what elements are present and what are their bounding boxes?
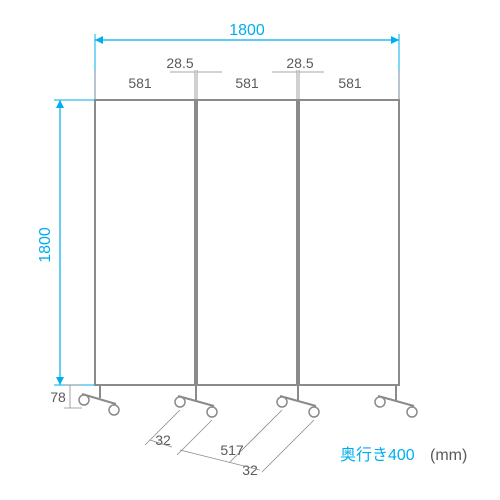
caster: [375, 397, 385, 407]
caster: [407, 407, 417, 417]
dim-width-label: 1800: [229, 22, 265, 39]
caster: [309, 407, 319, 417]
dim-caster-h-label: 78: [50, 389, 66, 405]
caster: [79, 395, 89, 405]
panel-2: [197, 100, 297, 385]
leg-3: [277, 385, 319, 417]
dim-panel-w2: 581: [235, 75, 259, 91]
dim-panel-w1: 581: [128, 75, 152, 91]
dim-leg-gap2: 32: [242, 462, 258, 478]
caster: [109, 405, 119, 415]
leg-1: [79, 385, 119, 415]
leg-4: [375, 385, 417, 417]
caster: [277, 397, 287, 407]
dimension-drawing: 1800 28.5 28.5 581 581 581 1800 78: [0, 0, 500, 500]
dim-bottom: 32 517 32: [145, 410, 314, 478]
dim-leg-span: 517: [220, 442, 244, 458]
caster: [175, 397, 185, 407]
dim-panel-w3: 581: [338, 75, 362, 91]
dim-gap-a: 28.5: [166, 55, 193, 71]
unit-label: (mm): [430, 447, 467, 464]
dim-caster-height: 78: [50, 385, 82, 408]
caster: [207, 407, 217, 417]
dim-gap-b: 28.5: [286, 55, 313, 71]
panel-1: [95, 100, 195, 385]
leg-2: [175, 385, 217, 417]
panel-3: [299, 100, 399, 385]
dim-sub-widths: 28.5 28.5 581 581 581: [95, 55, 399, 100]
dim-height-label: 1800: [37, 227, 54, 263]
depth-label: 奥行き400: [340, 446, 415, 464]
dim-overall-height: 1800: [37, 100, 95, 385]
screen-assembly: [79, 100, 417, 417]
